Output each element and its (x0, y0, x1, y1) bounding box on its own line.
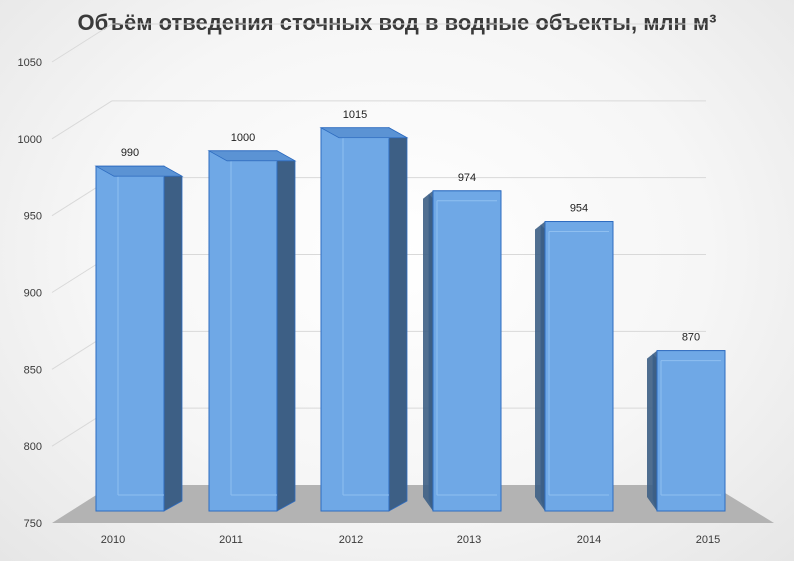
bar-front-face (208, 150, 278, 512)
bar-2015 (647, 350, 726, 512)
x-tick-label: 2014 (577, 534, 601, 546)
bar-top-face (94, 165, 184, 177)
x-tick-label: 2013 (457, 534, 481, 546)
bar-side-face (647, 350, 657, 511)
data-labels: 990 1000 1015 974 954 870 (121, 109, 700, 344)
bar-2014 (535, 221, 614, 512)
x-tick-label: 2010 (101, 534, 125, 546)
x-tick-label: 2015 (696, 534, 720, 546)
bar-side-face (163, 165, 183, 512)
bar-top-face (207, 150, 297, 162)
y-tick-label: 950 (24, 211, 42, 223)
bar-front-face (544, 221, 614, 512)
bar-2011 (207, 150, 297, 512)
data-label-2015: 870 (682, 332, 700, 344)
bar-side-face (388, 127, 408, 512)
data-label-2013: 974 (458, 172, 476, 184)
x-axis-ticks: 2010 2011 2012 2013 2014 2015 (101, 534, 720, 546)
data-label-2014: 954 (570, 203, 588, 215)
chart-title: Объём отведения сточных вод в водные объ… (77, 10, 717, 35)
x-tick-label: 2011 (219, 534, 243, 546)
bar-front-face (95, 165, 165, 512)
y-tick-label: 900 (24, 288, 42, 300)
bars (94, 127, 726, 512)
bar-2012 (319, 127, 409, 512)
bar-side-face (276, 150, 296, 512)
y-tick-label: 800 (24, 441, 42, 453)
bar-side-face (535, 221, 545, 511)
gridline-slant (51, 23, 113, 63)
bar-2010 (94, 165, 184, 512)
bar-front-face (432, 190, 502, 512)
y-axis-ticks: 750 800 850 900 950 1000 1050 (18, 57, 42, 530)
data-label-2011: 1000 (231, 132, 255, 144)
bar-top-face (319, 127, 409, 139)
data-label-2010: 990 (121, 147, 139, 159)
bar-front-face (656, 350, 726, 512)
data-label-2012: 1015 (343, 109, 367, 121)
y-tick-label: 850 (24, 364, 42, 376)
bar-side-face (423, 190, 433, 511)
x-tick-label: 2012 (339, 534, 363, 546)
gridline-slant (51, 100, 113, 140)
y-tick-label: 1000 (18, 134, 42, 146)
bar-2013 (423, 190, 502, 512)
y-tick-label: 1050 (18, 57, 42, 69)
bar-front-face (320, 127, 390, 512)
y-tick-label: 750 (24, 518, 42, 530)
